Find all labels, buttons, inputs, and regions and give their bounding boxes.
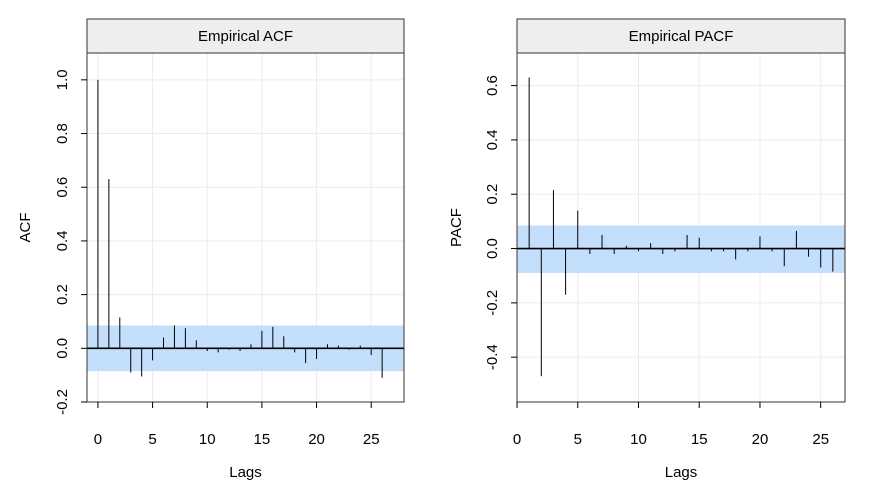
acf-y-axis-label: ACF xyxy=(17,213,34,243)
pacf-title-strip xyxy=(516,18,846,54)
acf-y-tick-label: 0.8 xyxy=(54,123,71,144)
acf-x-tick-label: 25 xyxy=(363,431,380,448)
acf-x-tick-label: 20 xyxy=(308,431,325,448)
acf-y-tick-label: 0.0 xyxy=(54,338,71,359)
acf-y-tick-label: -0.2 xyxy=(54,389,71,415)
pacf-y-axis-label: PACF xyxy=(448,208,465,247)
acf-x-tick-label: 0 xyxy=(94,431,102,448)
acf-plot-area: 0 5 10 15 20 25 -0.2 0.0 0.2 0.4 0.6 0.8 1.0 xyxy=(54,52,405,448)
acf-panel-border xyxy=(86,52,405,403)
pacf-y-tick-label: -0.4 xyxy=(484,344,501,370)
acf-y-tick-label: 0.6 xyxy=(54,177,71,198)
pacf-x-tick-label: 25 xyxy=(812,431,829,448)
pacf-y-tick-label: 0.0 xyxy=(484,238,501,259)
pacf-y-tick-label: 0.6 xyxy=(484,75,501,96)
acf-x-tick-label: 10 xyxy=(199,431,216,448)
pacf-title: Empirical PACF xyxy=(629,28,734,45)
pacf-x-axis-label: Lags xyxy=(665,464,698,481)
acf-title: Empirical ACF xyxy=(198,28,293,45)
pacf-y-tick-label: 0.2 xyxy=(484,184,501,205)
pacf-x-tick-label: 20 xyxy=(752,431,769,448)
pacf-x-tick-label: 0 xyxy=(513,431,521,448)
acf-x-tick-label: 15 xyxy=(254,431,271,448)
pacf-y-tick-label: -0.2 xyxy=(484,290,501,316)
acf-panel: Empirical ACF 0 5 10 15 20 25 -0.2 0.0 0.2 0.4 0.6… xyxy=(17,18,405,481)
acf-y-tick-label: 1.0 xyxy=(54,69,71,90)
pacf-y-tick-label: 0.4 xyxy=(484,129,501,150)
acf-y-tick-label: 0.4 xyxy=(54,230,71,251)
acf-x-axis-label: Lags xyxy=(229,464,262,481)
pacf-panel-border xyxy=(516,52,846,403)
acf-y-tick-label: 0.2 xyxy=(54,284,71,305)
pacf-x-tick-label: 15 xyxy=(691,431,708,448)
acf-title-strip xyxy=(86,18,405,54)
pacf-panel: Empirical PACF 0 5 10 15 20 25-0.4-0.20.00.20… xyxy=(448,18,846,481)
pacf-plot-area: 0 5 10 15 20 25 -0.4 -0.2 0.0 0.2 0.4 0.6 xyxy=(484,52,846,448)
pacf-x-tick-label: 10 xyxy=(630,431,647,448)
acf-x-tick-label: 5 xyxy=(148,431,156,448)
pacf-x-tick-label: 5 xyxy=(574,431,582,448)
